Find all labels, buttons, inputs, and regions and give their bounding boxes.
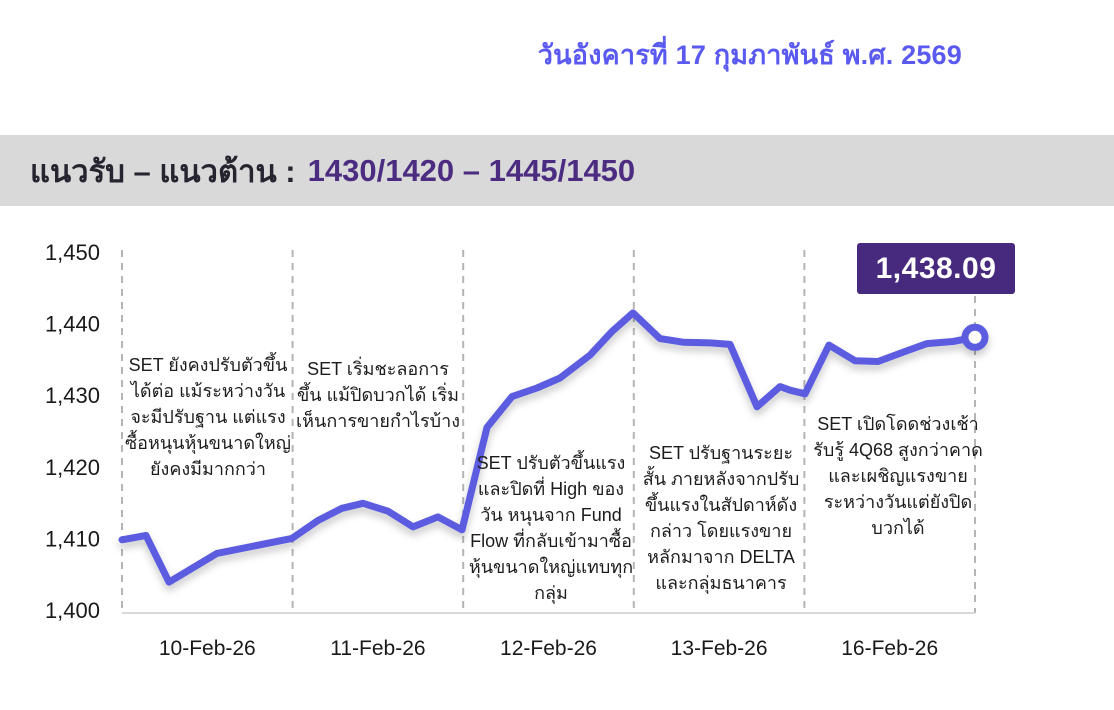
set-index-line bbox=[118, 309, 979, 586]
x-tick-label: 16-Feb-26 bbox=[841, 637, 938, 660]
set-index-series bbox=[118, 309, 989, 586]
annotation-13-feb: SET ปรับฐานระยะสั้น ภายหลังจากปรับขึ้นแร… bbox=[642, 443, 800, 594]
annotation-12-feb: SET ปรับตัวขึ้นแรง และปิดที่ High ของวัน… bbox=[468, 453, 634, 604]
annotation-10-feb: SET ยังคงปรับตัวขึ้นได้ต่อ แม้ระหว่างวัน… bbox=[124, 355, 292, 480]
y-tick-label: 1,430 bbox=[45, 383, 100, 408]
date-header: วันอังคารที่ 17 กุมภาพันธ์ พ.ศ. 2569 bbox=[537, 40, 962, 70]
x-tick-label: 10-Feb-26 bbox=[159, 637, 256, 660]
y-tick-label: 1,420 bbox=[45, 455, 100, 480]
y-tick-label: 1,440 bbox=[45, 312, 100, 337]
x-tick-label: 13-Feb-26 bbox=[671, 637, 768, 660]
support-resistance-banner: แนวรับ – แนวต้าน : 1430/1420 – 1445/1450 bbox=[0, 135, 1114, 206]
last-price-marker bbox=[961, 323, 989, 351]
y-tick-label: 1,450 bbox=[45, 240, 100, 265]
annotation-16-feb: SET เปิดโดดช่วงเช้า รับรู้ 4Q68 สูงกว่าค… bbox=[813, 414, 983, 539]
banner-title: แนวรับ – แนวต้าน : bbox=[30, 153, 296, 189]
x-tick-label: 12-Feb-26 bbox=[500, 637, 597, 660]
last-price-callout: 1,438.09 bbox=[857, 243, 1015, 294]
annotation-11-feb: SET เริ่มชะลอการขึ้น แม้ปิดบวกได้ เริ่มเ… bbox=[296, 359, 461, 432]
y-tick-label: 1,400 bbox=[45, 598, 100, 623]
y-tick-label: 1,410 bbox=[45, 526, 100, 551]
banner-levels: 1430/1420 – 1445/1450 bbox=[307, 152, 636, 188]
x-tick-label: 11-Feb-26 bbox=[330, 637, 425, 660]
